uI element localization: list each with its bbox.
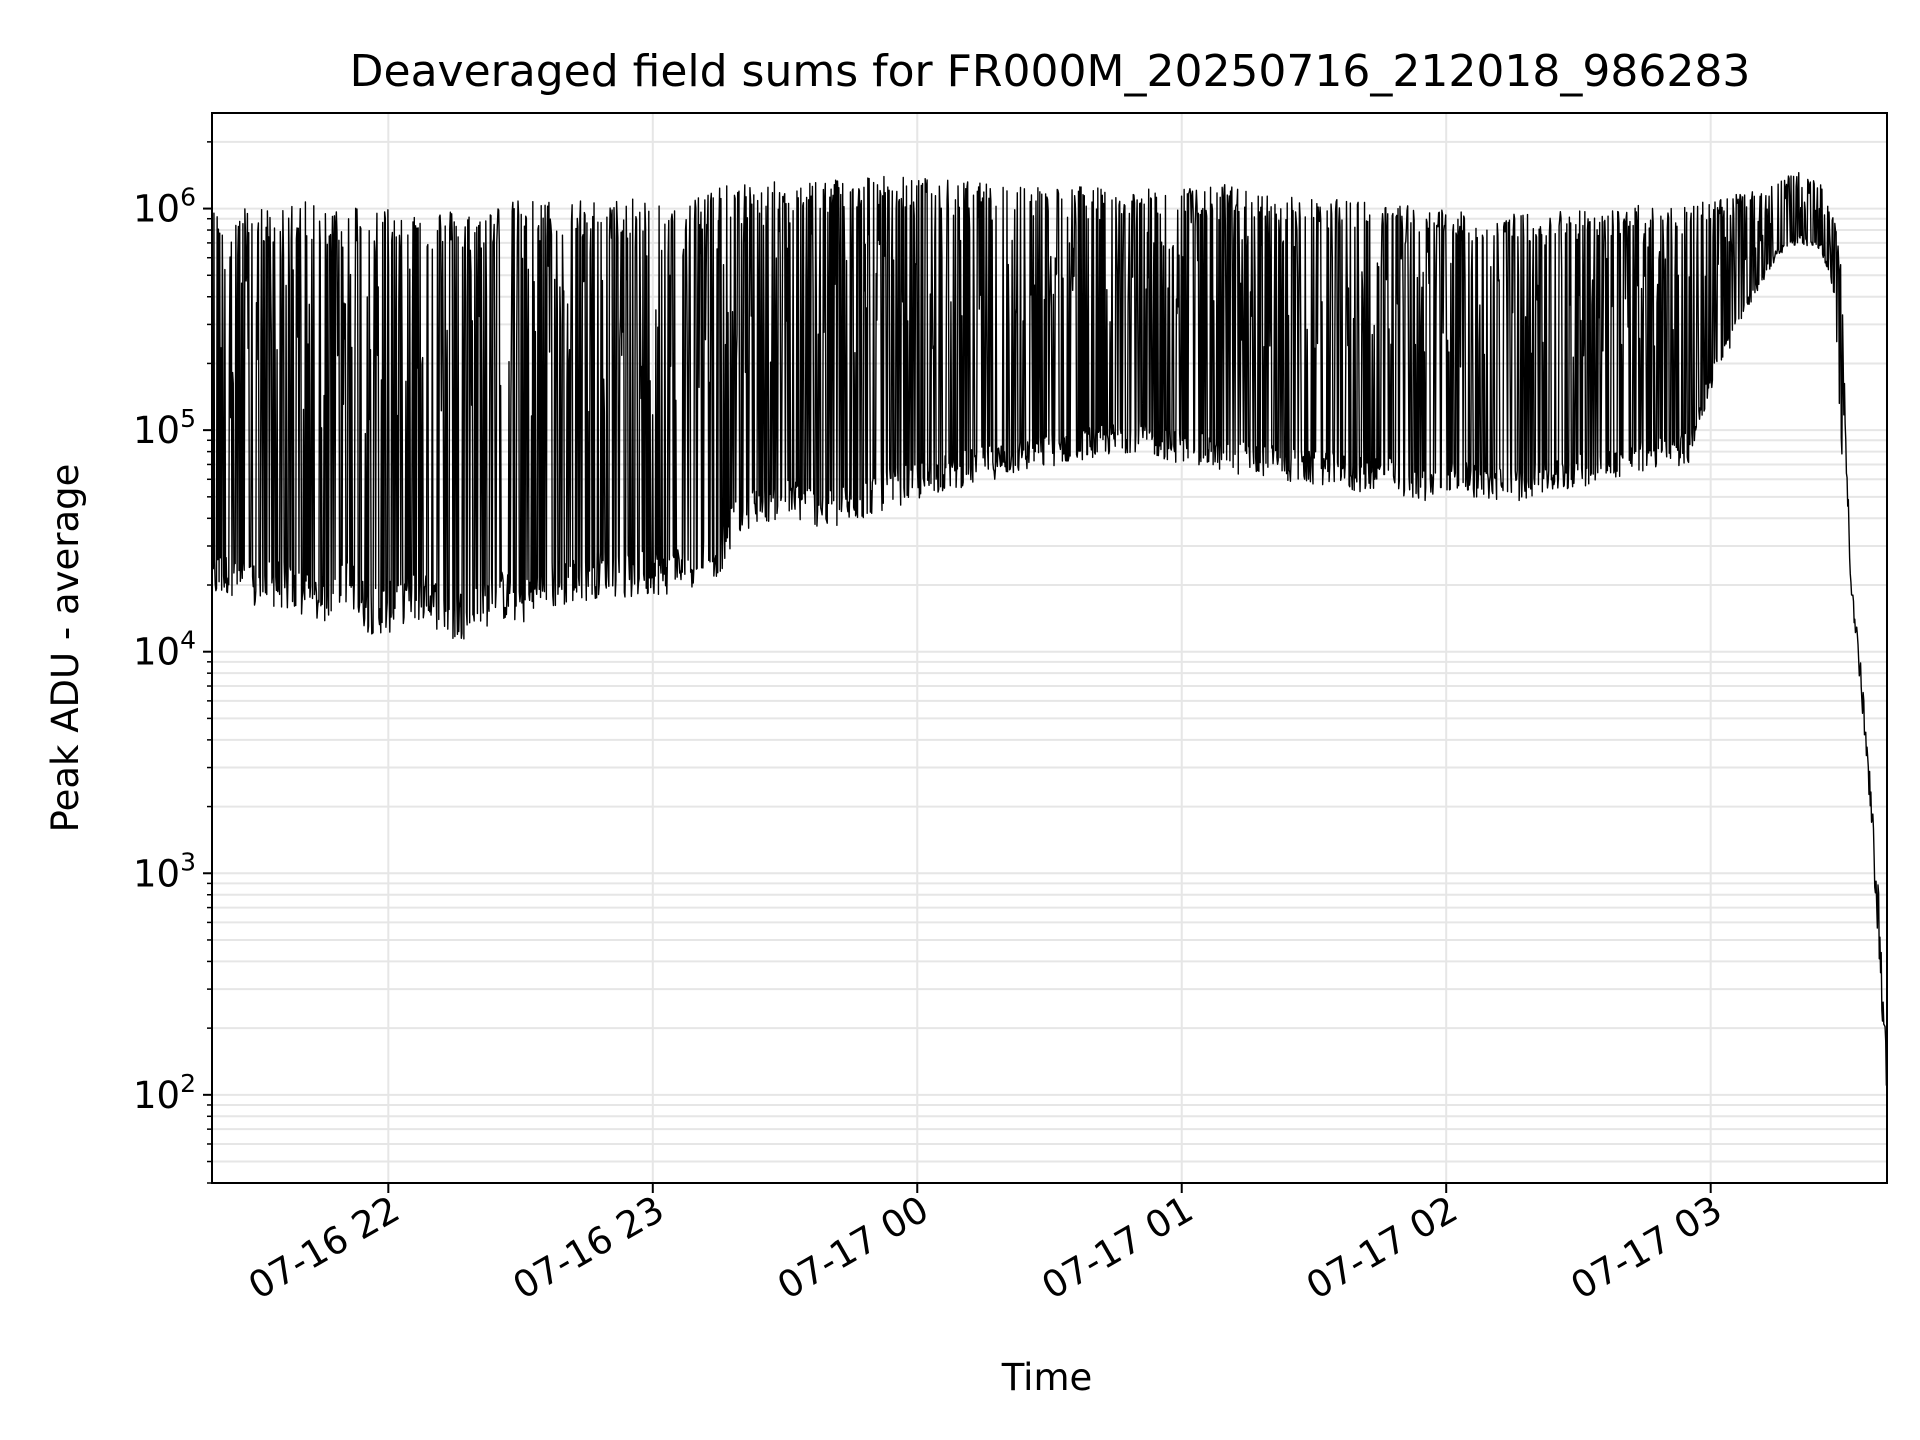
y-tick-exponent: 5 xyxy=(180,404,196,433)
series-line xyxy=(211,172,1888,1086)
y-tick-label: 105 xyxy=(133,404,196,452)
y-tick-exponent: 6 xyxy=(180,183,196,212)
chart-title: Deaveraged field sums for FR000M_2025071… xyxy=(350,46,1751,97)
x-axis-label: Time xyxy=(1001,1356,1093,1399)
y-tick-exponent: 2 xyxy=(180,1069,196,1098)
y-tick-base: 10 xyxy=(133,188,180,231)
y-tick-base: 10 xyxy=(133,409,180,452)
y-tick-base: 10 xyxy=(133,1074,180,1117)
plot-area xyxy=(211,172,1888,1086)
y-tick-base: 10 xyxy=(133,631,180,674)
y-tick-label: 102 xyxy=(133,1069,196,1117)
y-axis-label: Peak ADU - average xyxy=(44,464,87,833)
y-tick-base: 10 xyxy=(133,852,180,895)
y-tick-exponent: 3 xyxy=(180,847,196,876)
plot-frame xyxy=(211,112,1888,1184)
y-tick-label: 104 xyxy=(133,626,196,674)
y-tick-label: 103 xyxy=(133,847,196,895)
y-tick-exponent: 4 xyxy=(180,626,196,655)
y-tick-label: 106 xyxy=(133,183,196,231)
